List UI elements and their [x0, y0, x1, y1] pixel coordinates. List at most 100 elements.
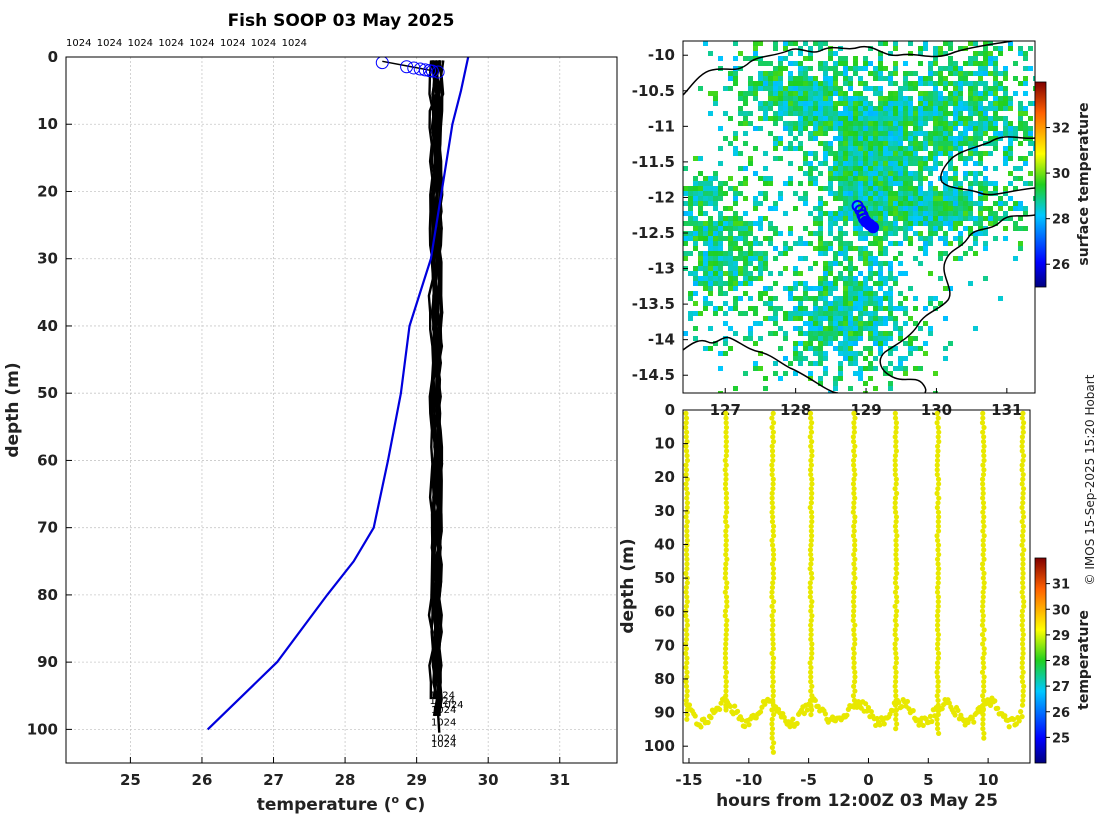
section-point	[877, 722, 883, 728]
sst-cell	[888, 351, 893, 356]
sst-cell	[768, 81, 773, 86]
sst-cell	[713, 231, 718, 236]
sst-cell	[713, 256, 718, 261]
sst-cell	[843, 196, 848, 201]
sst-cell	[808, 96, 813, 101]
sst-cell	[913, 306, 918, 311]
sst-cell	[883, 336, 888, 341]
sst-cell	[943, 216, 948, 221]
sst-cell	[838, 371, 843, 376]
sst-cell	[918, 166, 923, 171]
sst-cell	[893, 176, 898, 181]
sst-cell	[893, 111, 898, 116]
section-point	[1020, 627, 1026, 633]
section-point	[893, 481, 899, 487]
section-point	[1019, 481, 1025, 487]
sst-cell	[703, 286, 708, 291]
sst-cell	[883, 206, 888, 211]
sst-cell	[703, 266, 708, 271]
sst-cell	[803, 121, 808, 126]
sst-cell	[828, 301, 833, 306]
section-point	[684, 504, 690, 511]
sst-cell	[898, 186, 903, 191]
sst-cell	[878, 121, 883, 126]
sst-cell	[788, 246, 793, 251]
sst-cell	[943, 346, 948, 351]
sst-cell	[858, 116, 863, 121]
sst-cell	[953, 226, 958, 231]
sst-cell	[1003, 226, 1008, 231]
sst-cell	[918, 141, 923, 146]
sst-cell	[808, 346, 813, 351]
section-point	[807, 410, 814, 416]
sst-cell	[723, 271, 728, 276]
section-point	[723, 528, 729, 534]
sst-cell	[818, 196, 823, 201]
sst-cell	[803, 306, 808, 311]
sst-cell	[768, 286, 773, 291]
sst-cell	[703, 181, 708, 186]
sst-cell	[793, 371, 798, 376]
section-point	[893, 613, 899, 619]
sst-cell	[788, 51, 793, 56]
sst-cell	[858, 171, 863, 176]
sst-cell	[873, 171, 878, 176]
sst-cell	[733, 136, 738, 141]
profile-id-label: 1024	[282, 38, 307, 49]
sst-cell	[898, 126, 903, 131]
section-point	[770, 476, 776, 482]
sst-cell	[783, 181, 788, 186]
section-point	[935, 679, 941, 685]
sst-cell	[843, 216, 848, 221]
section-point	[934, 589, 941, 595]
sst-cell	[883, 166, 888, 171]
sst-cell	[738, 256, 743, 261]
sst-cell	[793, 126, 798, 131]
sst-cell	[898, 306, 903, 311]
sst-cell	[728, 241, 733, 246]
sst-cell	[763, 261, 768, 266]
sst-cell	[848, 141, 853, 146]
sst-cell	[848, 121, 853, 126]
sst-cell	[903, 76, 908, 81]
section-point	[683, 646, 690, 652]
sst-cell	[848, 196, 853, 201]
sst-cell	[908, 351, 913, 356]
sst-cell	[753, 361, 758, 366]
profile-y-tick-label: 90	[37, 653, 58, 671]
section-point	[850, 589, 857, 595]
section-point	[1020, 688, 1026, 694]
sst-cell	[828, 321, 833, 326]
sst-cell	[903, 296, 908, 301]
section-point	[1020, 509, 1026, 515]
sst-cell	[888, 231, 893, 236]
sst-cell	[858, 336, 863, 341]
sst-cell	[738, 166, 743, 171]
sst-cell	[978, 221, 983, 226]
sst-cell	[758, 201, 763, 206]
sst-cell	[853, 96, 858, 101]
section-point	[934, 453, 941, 459]
section-point	[769, 424, 775, 431]
section-point	[723, 500, 729, 506]
sst-cell	[853, 231, 858, 236]
sst-cell	[808, 121, 813, 126]
section-point	[770, 631, 776, 638]
sst-cell	[733, 236, 738, 241]
sst-cell	[818, 126, 823, 131]
section-point	[684, 439, 690, 445]
sst-cell	[953, 101, 958, 106]
sst-cell	[1028, 141, 1033, 146]
sst-cell	[693, 291, 698, 296]
sst-cell	[853, 106, 858, 111]
sst-cell	[698, 201, 703, 206]
sst-cell	[798, 356, 803, 361]
sst-cell	[938, 76, 943, 81]
sst-cell	[1003, 71, 1008, 76]
section-point	[955, 707, 961, 713]
section-point	[935, 650, 942, 657]
sst-cell	[878, 101, 883, 106]
sst-cell	[888, 371, 893, 376]
sst-cell	[798, 121, 803, 126]
